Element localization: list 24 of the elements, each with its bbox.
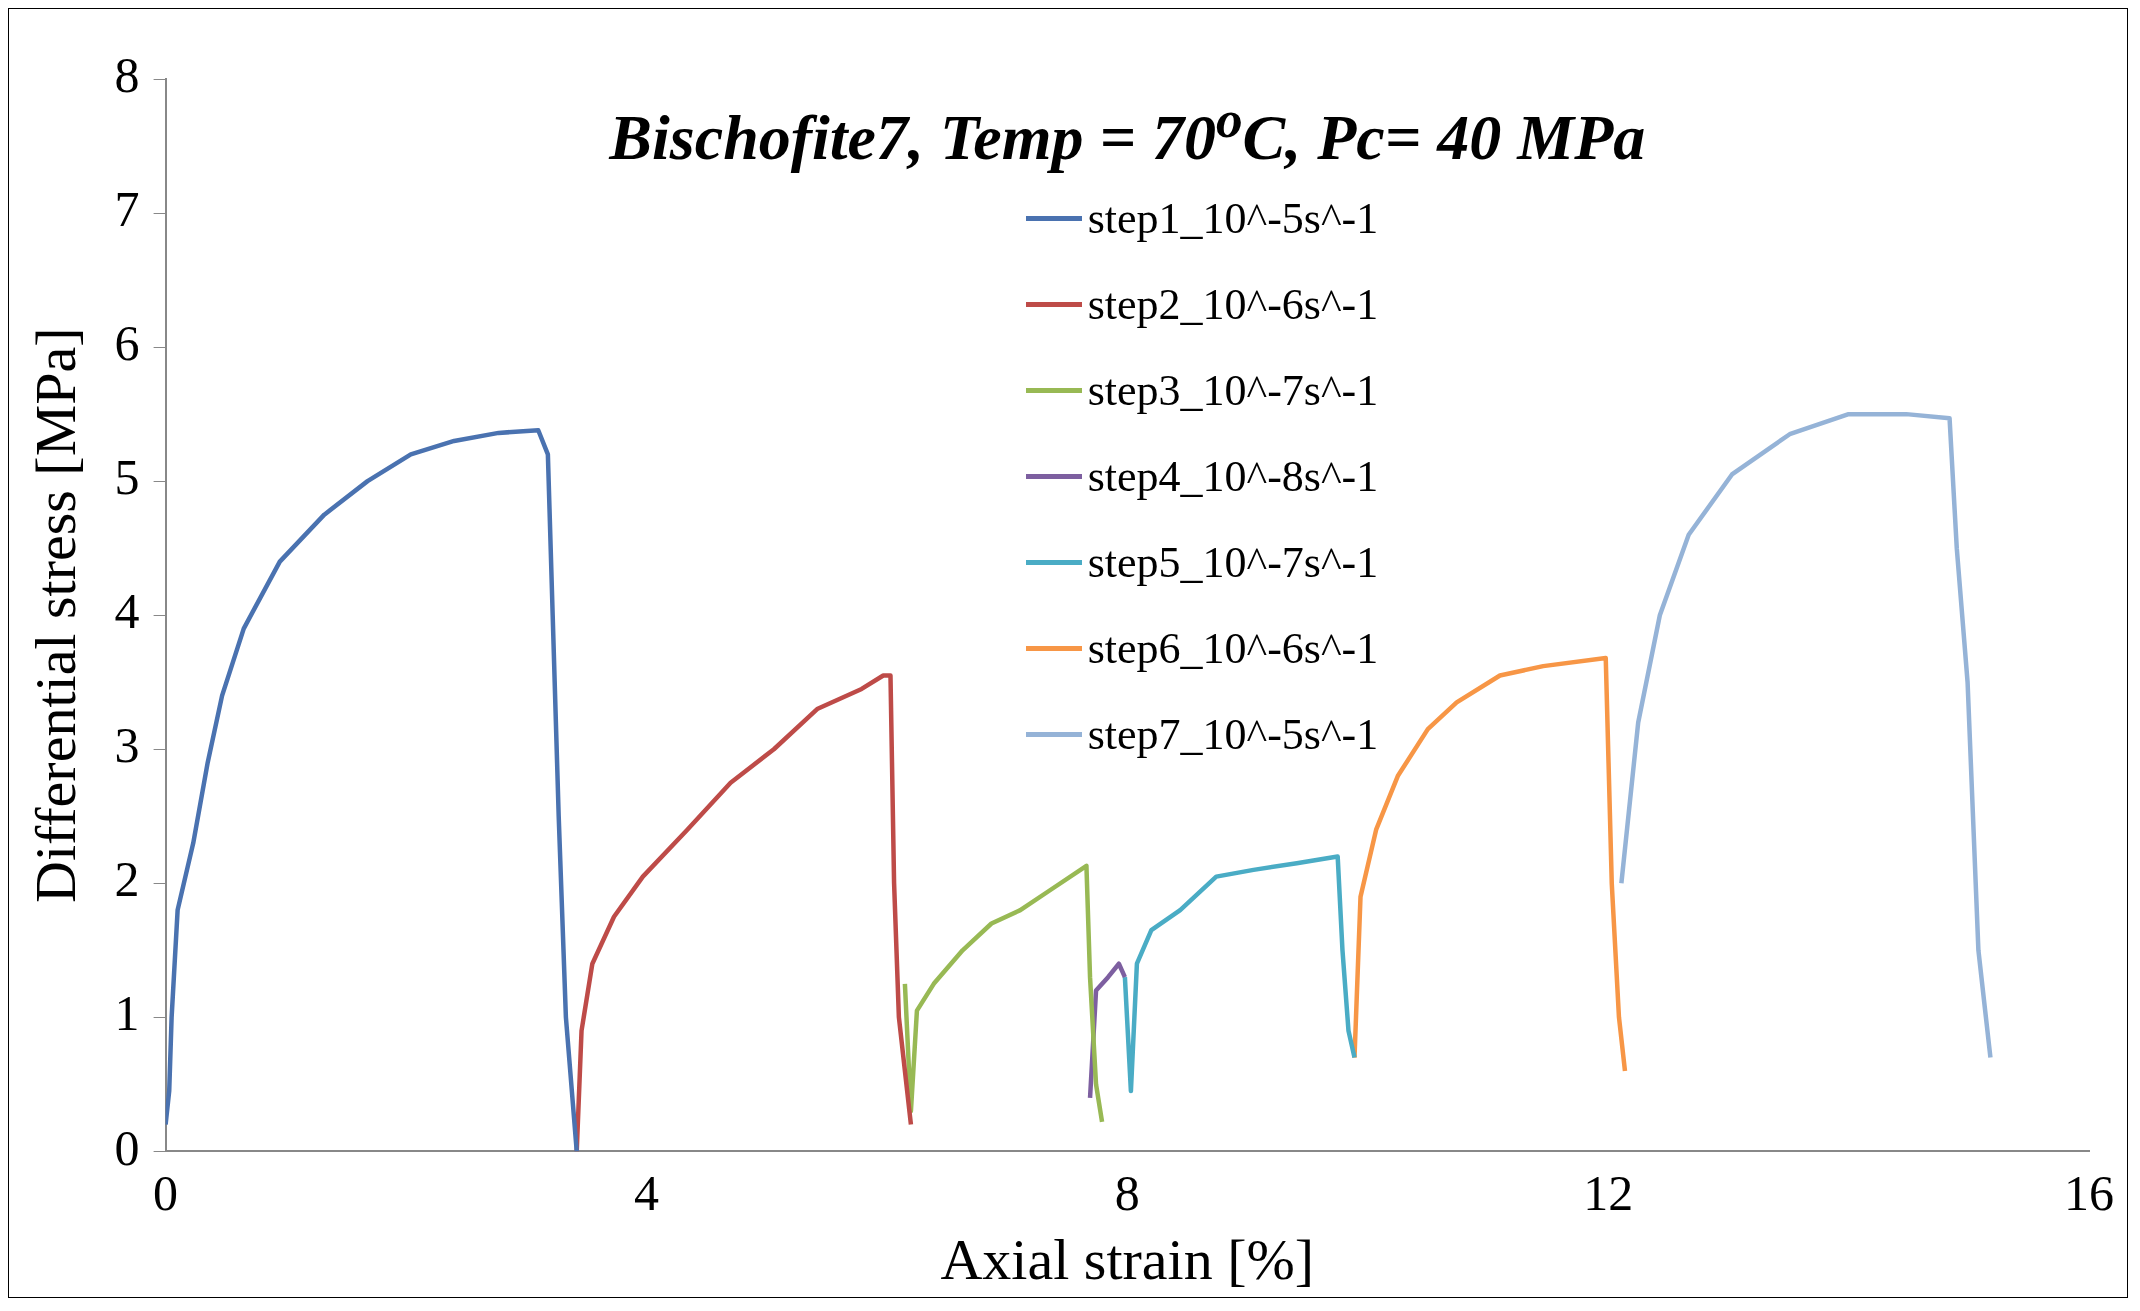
y-tick-label: 3 [114,717,140,774]
chart-title: Bischofite7, Temp = 70$^{o}$C, Pc= 40 MPa [607,88,1647,176]
y-tick-label: 8 [114,47,140,104]
x-axis-title: Axial strain [%] [940,1227,1315,1293]
y-tick-label: 0 [114,1119,140,1176]
y-tick-label: 2 [114,851,140,908]
legend-label: step6_10^-6s^-1 [1087,622,1379,674]
y-tick-label: 6 [114,315,140,372]
legend-label: step4_10^-8s^-1 [1087,450,1379,502]
x-tick-label: 8 [1114,1164,1140,1221]
legend-label: step3_10^-7s^-1 [1087,364,1379,416]
y-tick-label: 1 [114,985,140,1042]
x-tick-label: 4 [633,1164,659,1221]
y-axis-title: Differential stress [MPa] [23,327,89,903]
x-tick-label: 16 [2064,1164,2114,1221]
y-tick-label: 7 [114,181,140,238]
y-tick-label: 4 [114,583,140,640]
legend-label: step7_10^-5s^-1 [1087,708,1379,760]
legend-label: step5_10^-7s^-1 [1087,536,1379,588]
x-tick-label: 0 [153,1164,179,1221]
x-tick-label: 12 [1583,1164,1634,1221]
y-tick-label: 5 [114,449,140,506]
legend-label: step1_10^-5s^-1 [1087,192,1379,244]
legend-label: step2_10^-6s^-1 [1087,278,1379,330]
